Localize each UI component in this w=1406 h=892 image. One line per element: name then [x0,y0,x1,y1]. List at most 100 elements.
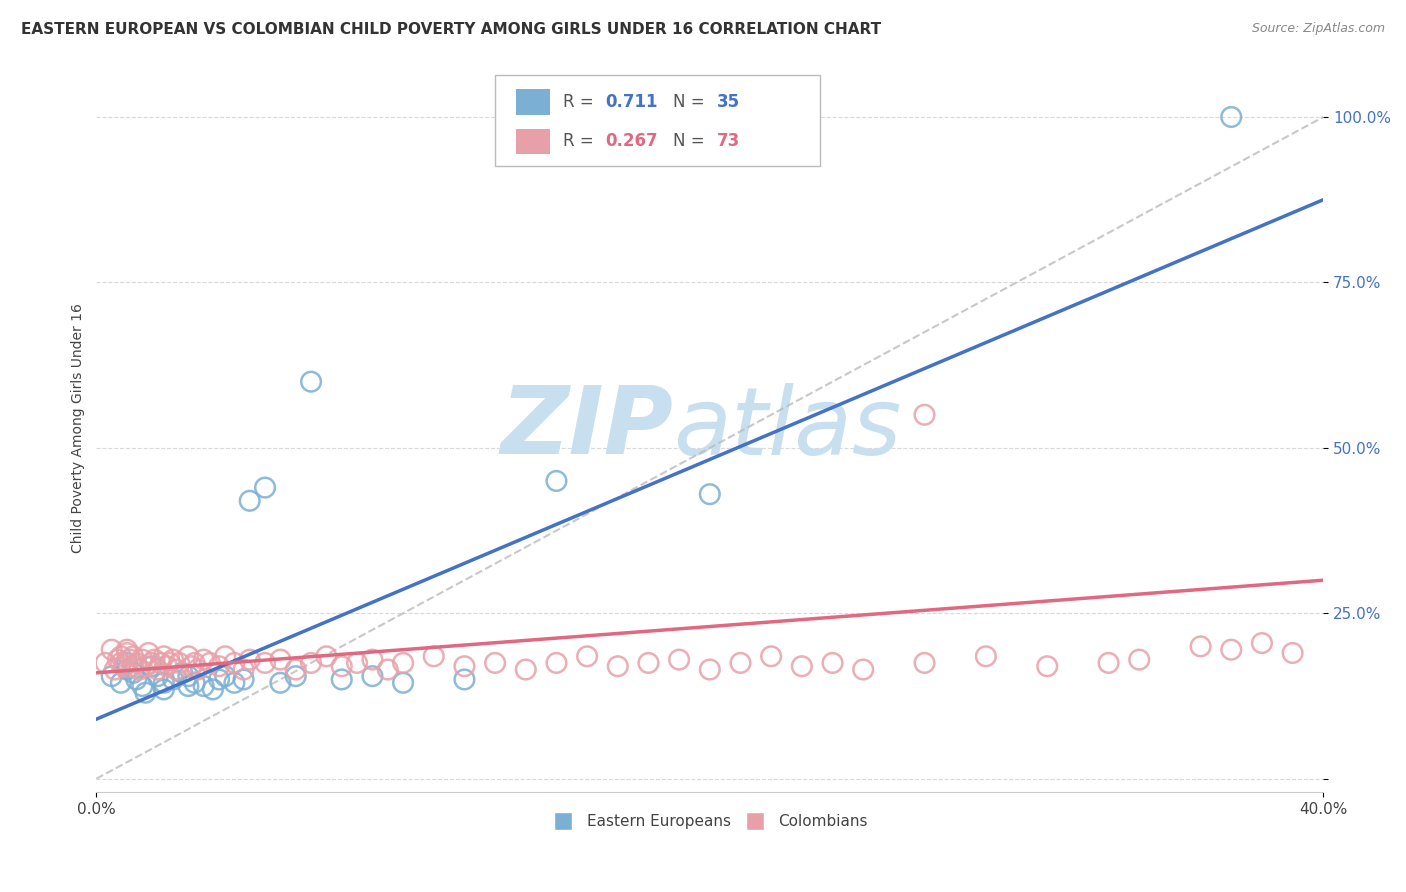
Point [122,665,145,680]
Point [453,659,475,673]
Point [914,408,936,422]
Point [208,659,231,673]
Point [699,487,721,501]
Point [254,481,277,495]
Point [115,646,138,660]
Point [546,656,568,670]
Text: N =: N = [673,132,710,151]
Point [131,652,153,666]
Text: Source: ZipAtlas.com: Source: ZipAtlas.com [1251,22,1385,36]
Point [167,656,190,670]
Text: 0.711: 0.711 [606,93,658,112]
Point [193,679,215,693]
Point [153,675,176,690]
Text: N =: N = [673,93,710,112]
Text: R =: R = [562,132,599,151]
Point [198,656,221,670]
Point [392,675,415,690]
Point [759,649,782,664]
Point [165,663,187,677]
Point [284,663,307,677]
Point [214,649,236,664]
Point [183,675,205,690]
Point [546,474,568,488]
Point [239,652,262,666]
Point [232,663,254,677]
Point [1036,659,1059,673]
Point [361,652,384,666]
Text: EASTERN EUROPEAN VS COLOMBIAN CHILD POVERTY AMONG GIRLS UNDER 16 CORRELATION CHA: EASTERN EUROPEAN VS COLOMBIAN CHILD POVE… [21,22,882,37]
Point [214,669,236,683]
FancyBboxPatch shape [495,75,820,166]
Point [1281,646,1303,660]
Point [112,659,135,673]
Point [94,656,117,670]
Point [208,673,231,687]
Point [852,663,875,677]
Point [162,652,184,666]
Y-axis label: Child Poverty Among Girls Under 16: Child Poverty Among Girls Under 16 [72,303,86,553]
Point [315,649,337,664]
Point [134,686,156,700]
Point [361,669,384,683]
Point [392,656,415,670]
Point [484,656,506,670]
Point [110,675,132,690]
Text: 35: 35 [717,93,741,112]
Point [162,673,184,687]
Point [790,659,813,673]
Point [128,663,150,677]
Point [125,673,148,687]
Point [193,652,215,666]
Text: R =: R = [562,93,599,112]
Point [100,642,122,657]
Point [346,656,368,670]
Point [377,663,399,677]
Point [668,652,690,666]
Point [914,656,936,670]
Point [125,656,148,670]
Point [107,652,129,666]
FancyBboxPatch shape [516,128,550,154]
Text: ZIP: ZIP [501,382,673,474]
Point [515,663,537,677]
Point [134,659,156,673]
Point [177,669,200,683]
Point [172,665,194,680]
Point [699,663,721,677]
Point [1220,642,1243,657]
Point [146,663,169,677]
Point [974,649,997,664]
Point [284,669,307,683]
Point [180,659,202,673]
Point [110,656,132,670]
Point [141,656,163,670]
Point [1251,636,1274,650]
Point [138,646,160,660]
Point [299,656,322,670]
Point [330,659,353,673]
Point [1189,640,1212,654]
Point [104,663,127,677]
Point [122,649,145,664]
Point [115,642,138,657]
Point [187,663,209,677]
Text: 0.267: 0.267 [606,132,658,151]
Point [122,659,145,673]
Point [637,656,659,670]
Point [159,656,181,670]
Point [183,656,205,670]
Point [453,673,475,687]
Point [730,656,752,670]
Point [821,656,844,670]
Point [110,649,132,664]
Point [177,649,200,664]
Point [606,659,628,673]
FancyBboxPatch shape [516,89,550,115]
Point [177,679,200,693]
Point [153,649,176,664]
Point [423,649,446,664]
Point [576,649,599,664]
Point [156,659,179,673]
Point [269,675,291,690]
